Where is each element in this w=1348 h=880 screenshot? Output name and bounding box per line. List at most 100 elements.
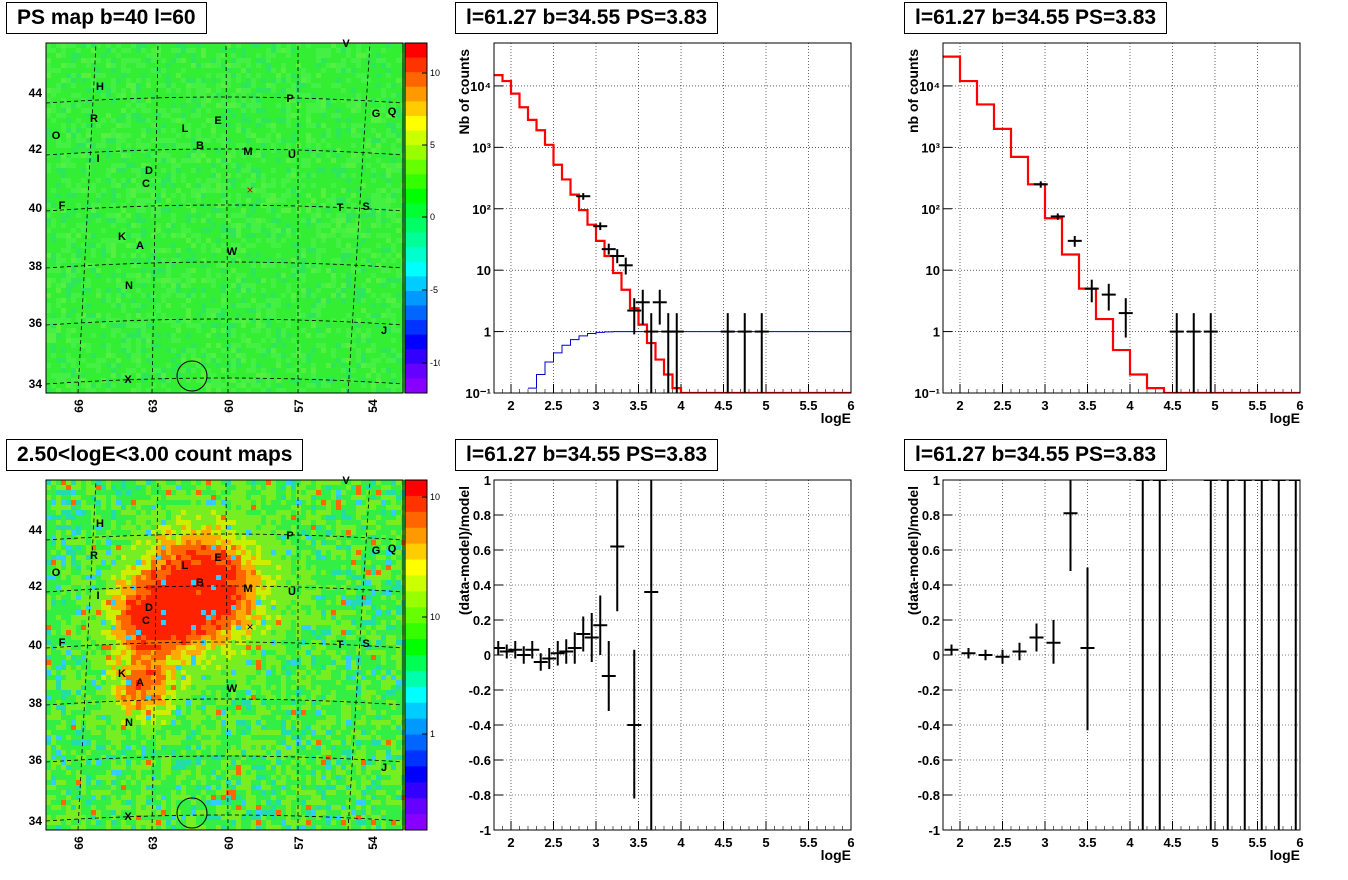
- y-axis-label: (data-model)/model: [456, 486, 472, 615]
- x-tick-label: 3: [592, 835, 599, 850]
- source-label: W: [227, 683, 238, 695]
- x-tick-label: 3.5: [1078, 398, 1096, 413]
- map-x-tick-label: 60: [222, 399, 236, 413]
- source-label: Q: [388, 543, 397, 555]
- x-tick-label: 5.5: [799, 398, 817, 413]
- map-y-tick-label: 36: [29, 753, 43, 767]
- target-marker: ×: [246, 183, 253, 197]
- source-label: I: [96, 590, 99, 602]
- x-tick-label: 4.5: [1163, 835, 1181, 850]
- map-y-tick-label: 38: [29, 696, 43, 710]
- y-tick-label: -0.8: [918, 788, 940, 803]
- colorbar-tick-label: 10: [430, 612, 440, 622]
- y-tick-label: -1: [928, 823, 940, 838]
- source-label: S: [362, 201, 369, 213]
- colorbar-tick-label: 10²: [430, 492, 440, 502]
- y-tick-label: 10: [926, 263, 940, 278]
- target-marker: ×: [246, 620, 253, 634]
- source-label: D: [145, 602, 153, 614]
- y-tick-label: 1: [933, 473, 940, 488]
- y-tick-label: 10³: [921, 140, 940, 155]
- x-tick-label: 4: [677, 835, 685, 850]
- source-label: B: [196, 577, 204, 589]
- y-tick-label: 0.2: [473, 613, 491, 628]
- map-y-tick-label: 40: [29, 638, 43, 652]
- source-label: Q: [388, 106, 397, 118]
- source-label: L: [182, 560, 189, 572]
- x-tick-label: 3.5: [629, 835, 647, 850]
- y-tick-label: 0.6: [473, 543, 491, 558]
- x-tick-label: 2.5: [544, 835, 562, 850]
- source-label: R: [90, 113, 98, 125]
- ps-map-title: PS map b=40 l=60: [6, 2, 207, 34]
- x-tick-label: 2.5: [993, 398, 1011, 413]
- source-label: U: [288, 586, 296, 598]
- y-tick-label: 1: [484, 473, 491, 488]
- source-label: N: [125, 717, 133, 729]
- y-tick-label: 0.2: [922, 613, 940, 628]
- map-y-tick-label: 42: [29, 579, 43, 593]
- source-label: I: [96, 153, 99, 165]
- x-tick-label: 2: [507, 835, 514, 850]
- x-tick-label: 4: [677, 398, 685, 413]
- colorbar-tick-label: 5: [430, 140, 435, 150]
- source-label: G: [372, 108, 381, 120]
- source-label: H: [96, 81, 104, 93]
- x-tick-label: 4.5: [1163, 398, 1181, 413]
- x-tick-label: 5: [1211, 398, 1218, 413]
- map-x-tick-label: 63: [146, 399, 160, 413]
- y-tick-label: -0.8: [469, 788, 491, 803]
- source-label: X: [124, 374, 132, 386]
- y-tick-label: 0.6: [922, 543, 940, 558]
- y-tick-label: 10⁻¹: [465, 386, 491, 401]
- map-x-tick-label: 66: [72, 836, 86, 850]
- x-tick-label: 2: [507, 398, 514, 413]
- x-tick-label: 4.5: [714, 835, 732, 850]
- map-x-tick-label: 66: [72, 399, 86, 413]
- x-tick-label: 2.5: [544, 398, 562, 413]
- y-tick-label: 10⁴: [470, 79, 491, 94]
- colorbar-tick-label: -10: [430, 358, 440, 368]
- map-y-tick-label: 36: [29, 316, 43, 330]
- y-tick-label: 1: [933, 325, 940, 340]
- y-tick-label: 0.4: [922, 578, 941, 593]
- count-map-title: 2.50<logE<3.00 count maps: [6, 439, 303, 471]
- source-label: C: [142, 615, 150, 627]
- x-tick-label: 5: [1211, 835, 1218, 850]
- x-tick-label: 3: [1041, 398, 1048, 413]
- x-axis-label: logE: [1270, 410, 1300, 426]
- map-x-tick-label: 57: [292, 836, 306, 850]
- y-tick-label: 0.4: [473, 578, 492, 593]
- y-tick-label: -0.2: [469, 683, 491, 698]
- source-label: S: [362, 638, 369, 650]
- y-axis-label: Nb of counts: [456, 49, 472, 135]
- y-tick-label: 10⁴: [919, 79, 940, 94]
- x-tick-label: 4.5: [714, 398, 732, 413]
- source-label: R: [90, 550, 98, 562]
- colorbar-tick-label: 0: [430, 212, 435, 222]
- map-x-tick-label: 54: [366, 399, 380, 413]
- x-tick-label: 3.5: [1078, 835, 1096, 850]
- x-tick-label: 5.5: [799, 835, 817, 850]
- y-tick-label: 0: [933, 648, 940, 663]
- source-label: P: [286, 530, 293, 542]
- map-y-tick-label: 40: [29, 201, 43, 215]
- source-label: F: [59, 637, 66, 649]
- x-tick-label: 3: [1041, 835, 1048, 850]
- y-tick-label: 0: [484, 648, 491, 663]
- map-y-tick-label: 44: [29, 523, 43, 537]
- y-tick-label: -0.4: [469, 718, 492, 733]
- source-label: E: [214, 552, 221, 564]
- source-label: V: [342, 475, 350, 487]
- y-tick-label: 10²: [472, 202, 491, 217]
- source-label: K: [118, 231, 126, 243]
- y-tick-label: 1: [484, 325, 491, 340]
